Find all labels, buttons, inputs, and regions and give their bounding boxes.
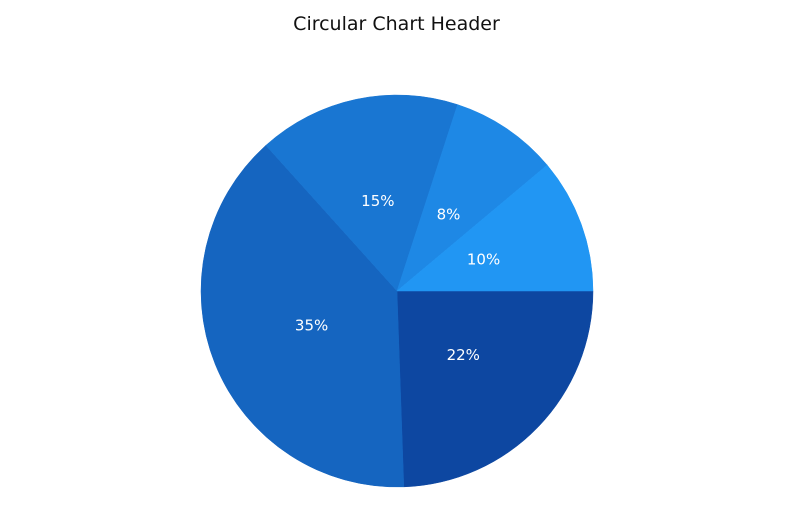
slice-label: 15%	[361, 192, 394, 210]
pie-slice	[396, 164, 594, 292]
pie-slices	[200, 94, 594, 488]
pie-slice	[396, 104, 548, 292]
slice-label: 8%	[437, 206, 461, 224]
slice-label: 10%	[467, 250, 500, 268]
pie-slice	[265, 94, 458, 292]
pie-slice	[396, 290, 594, 488]
pie-labels: 22% 35% 15% 8% 10%	[295, 192, 500, 364]
slice-label: 22%	[447, 346, 480, 364]
chart-title: Circular Chart Header	[293, 13, 500, 35]
slice-label: 35%	[295, 317, 328, 335]
pie-slice	[200, 144, 405, 488]
